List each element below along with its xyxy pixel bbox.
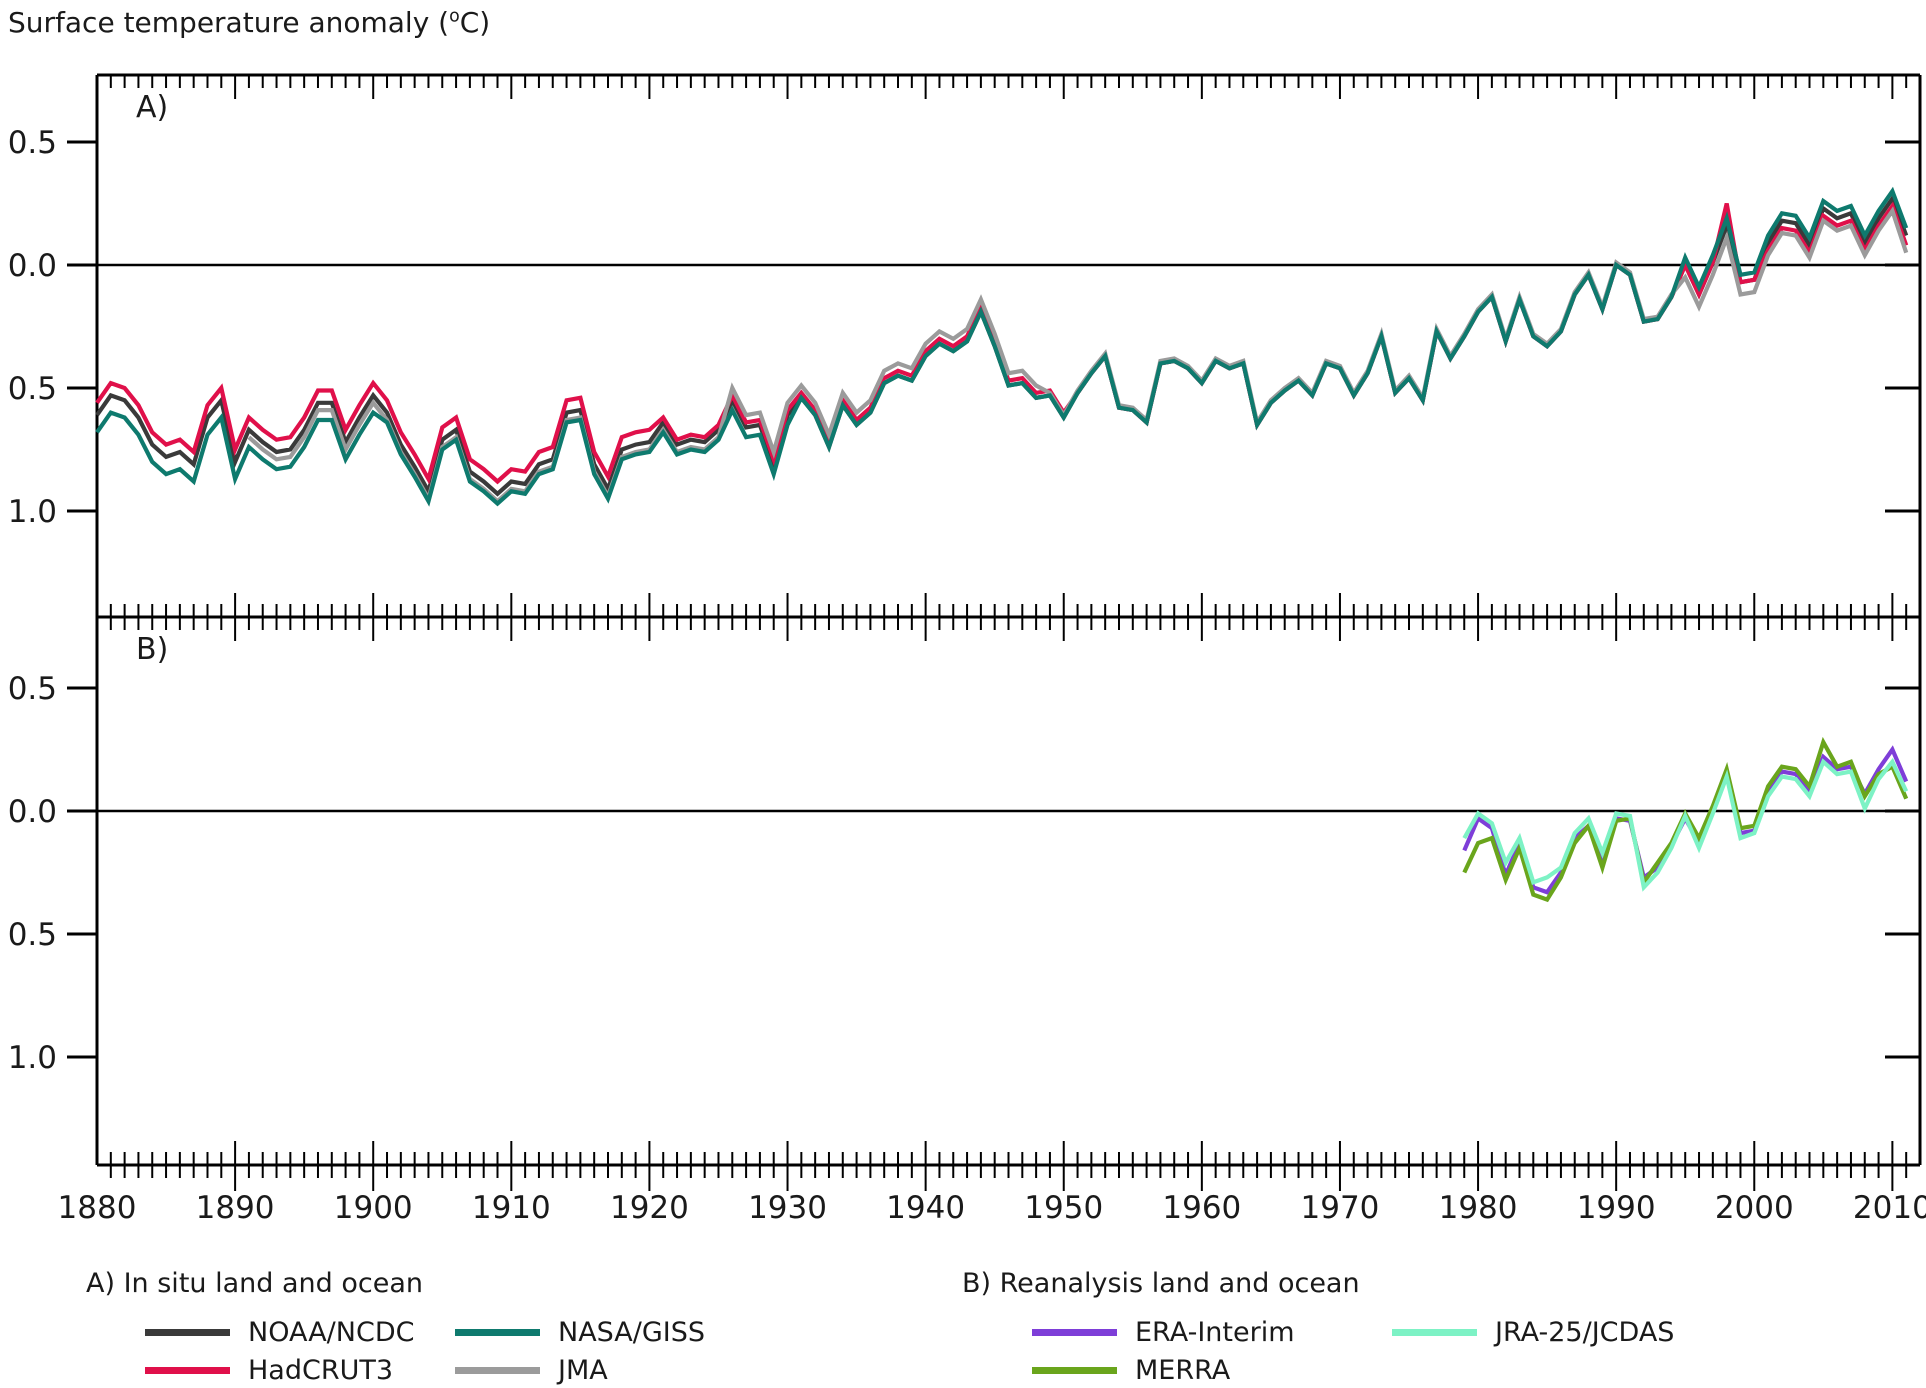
- x-tick-labels: 1880 1890 1900 1910 1920 1930 1940 1950 1960 1970…: [58, 1190, 1926, 1226]
- x-tick-label: 1900: [334, 1190, 413, 1226]
- giss-line-swatch: [455, 1328, 540, 1336]
- y-tick-label: 0.0: [8, 248, 57, 284]
- legend-label-jra: JRA-25/JCDAS: [1495, 1316, 1675, 1348]
- y-tick-label: 0.5: [8, 125, 57, 161]
- chart-title-unit: C): [459, 6, 491, 39]
- panel-a-series-jma: [247, 206, 1909, 505]
- panel-a-series-noaa: [95, 194, 1909, 497]
- y-tick-label: − 1.0: [0, 1040, 57, 1076]
- y-tick-label: 0.0: [8, 794, 57, 830]
- panel-a-series-hadcrut: [95, 201, 1909, 485]
- legend-label-era: ERA-Interim: [1135, 1316, 1295, 1348]
- panel-b: 0.5 0.0 − 0.5 − 1.0: [0, 671, 1920, 1076]
- x-tick-label: 1890: [196, 1190, 275, 1226]
- legend-label-merra: MERRA: [1135, 1354, 1231, 1386]
- x-tick-label: 1880: [58, 1190, 137, 1226]
- x-ticks: [109, 75, 1908, 1191]
- y-tick-label: − 0.5: [0, 371, 57, 407]
- x-tick-label: 1930: [748, 1190, 827, 1226]
- legend-item-merra: MERRA: [1032, 1355, 1230, 1386]
- era-line-swatch: [1032, 1328, 1117, 1336]
- panel-a-series-giss: [95, 186, 1909, 507]
- y-tick-label: − 1.0: [0, 494, 57, 530]
- x-tick-label: 2010: [1853, 1190, 1926, 1226]
- panel-a: 0.5 0.0 − 0.5 − 1.0: [0, 125, 1920, 530]
- legend-item-noaa: NOAA/NCDC: [145, 1317, 414, 1348]
- panel-b-series-jra: [1462, 757, 1909, 892]
- noaa-line-swatch: [145, 1328, 230, 1336]
- legend-b-title: B) Reanalysis land and ocean: [962, 1268, 1360, 1299]
- legend-label-jma: JMA: [558, 1354, 608, 1386]
- chart-title-degree-symbol: o: [449, 6, 460, 27]
- legend-item-hadcrut: HadCRUT3: [145, 1355, 393, 1386]
- panel-a-label: A): [136, 90, 169, 125]
- jma-line-swatch: [455, 1366, 540, 1374]
- x-tick-label: 1950: [1024, 1190, 1103, 1226]
- legend-item-jra: JRA-25/JCDAS: [1392, 1317, 1674, 1348]
- x-tick-label: 1980: [1439, 1190, 1518, 1226]
- chart-title: Surface temperature anomaly (oC): [8, 6, 490, 39]
- x-tick-label: 1970: [1301, 1190, 1380, 1226]
- x-tick-label: 2000: [1715, 1190, 1794, 1226]
- legend-label-hadcrut: HadCRUT3: [248, 1354, 394, 1386]
- hadcrut-line-swatch: [145, 1366, 230, 1374]
- x-tick-label: 1910: [472, 1190, 551, 1226]
- x-tick-label: 1990: [1577, 1190, 1656, 1226]
- legend-item-era: ERA-Interim: [1032, 1317, 1295, 1348]
- legend-item-jma: JMA: [455, 1355, 608, 1386]
- y-tick-label: − 0.5: [0, 917, 57, 953]
- x-tick-label: 1960: [1162, 1190, 1241, 1226]
- legend-a-title: A) In situ land and ocean: [86, 1268, 423, 1299]
- x-tick-label: 1920: [610, 1190, 689, 1226]
- legend-label-giss: NASA/GISS: [558, 1316, 706, 1348]
- chart-title-text: Surface temperature anomaly (: [8, 6, 450, 39]
- legend-item-giss: NASA/GISS: [455, 1317, 705, 1348]
- panel-b-label: B): [136, 632, 169, 667]
- legend-label-noaa: NOAA/NCDC: [248, 1316, 415, 1348]
- jra-line-swatch: [1392, 1328, 1477, 1336]
- merra-line-swatch: [1032, 1366, 1117, 1374]
- y-tick-label: 0.5: [8, 671, 57, 707]
- x-tick-label: 1940: [886, 1190, 965, 1226]
